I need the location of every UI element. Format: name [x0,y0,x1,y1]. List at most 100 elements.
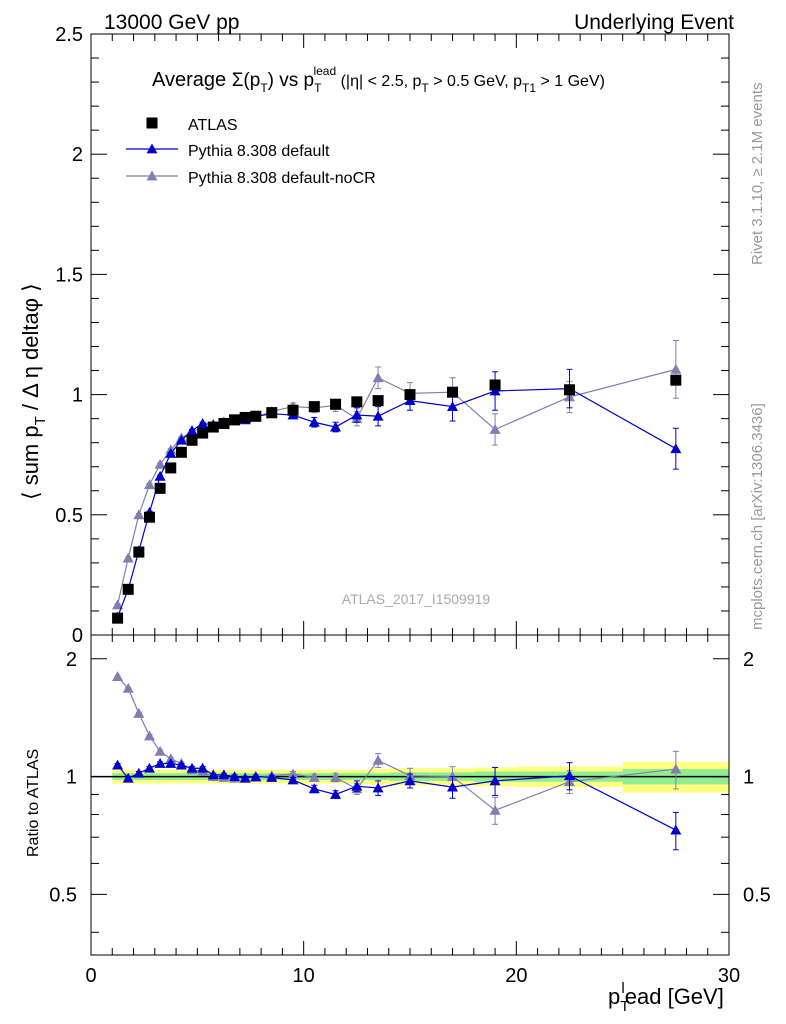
y-tick-label-right: 1 [743,767,754,789]
data-point [112,599,124,610]
main-ylabel: ⟨ sum pT / Δ η deltaφ ⟩ [18,283,49,500]
x-tick-label: 20 [505,965,527,987]
data-point [186,425,198,436]
data-point [143,511,155,523]
data-point [330,398,342,410]
data-point [133,767,145,778]
data-point [308,416,320,427]
data-point [447,781,459,792]
data-point [239,411,251,423]
data-point [122,552,134,563]
data-point [250,410,262,422]
header-right: Underlying Event [574,11,734,34]
data-point [287,768,299,779]
y-tick-label: 0 [72,625,83,647]
main-markers [112,340,682,624]
ratio-ticks: 0.5 0.51 12 20 10 20 30 [49,635,771,987]
data-point [670,374,682,386]
data-point [489,423,501,434]
data-point [165,447,177,458]
data-point [229,414,241,426]
data-point [175,434,187,445]
data-point [351,780,363,791]
data-point [266,771,278,782]
data-point [154,458,166,469]
data-point [186,434,198,446]
data-point [154,482,166,494]
data-point [143,730,155,741]
y-tick-label: 2 [72,144,83,166]
data-point [143,762,155,773]
data-point [218,417,230,429]
ratio-markers [112,671,682,851]
data-point [308,771,320,782]
data-point [330,771,342,782]
data-point [197,762,209,773]
main-frame [90,33,730,636]
data-point [670,763,682,774]
data-point [154,470,166,481]
data-point [372,754,384,765]
data-point [133,509,145,520]
y-tick-label: 2 [66,649,77,671]
data-point [250,771,262,781]
data-point [308,401,320,413]
data-point [197,427,209,439]
data-point [372,372,384,383]
data-point [207,421,219,433]
y-tick-label: 1.5 [55,264,83,286]
ratio-frame [90,634,730,956]
x-tick-label: 0 [85,965,96,987]
data-point [143,479,155,490]
data-point [122,682,134,693]
data-point [330,421,342,432]
data-point [489,804,501,815]
data-point [154,745,166,756]
series-line [116,368,676,606]
data-point [330,788,342,799]
legend: ATLAS Pythia 8.308 default Pythia 8.308 de… [126,117,376,187]
y-tick-label: 1 [66,767,77,789]
data-point [372,395,384,407]
data-point [186,762,198,773]
y-tick-label-right: 2 [743,649,754,671]
data-point [229,771,241,781]
y-tick-label: 0.5 [55,505,83,527]
data-point [372,410,384,421]
data-point [133,546,145,558]
xaxis-label: pTlead [GeV] [608,980,724,1015]
y-tick-label: 2.5 [55,24,83,46]
data-point [404,389,416,401]
data-point [175,446,187,458]
data-point [372,782,384,793]
data-point [670,443,682,454]
rivet-label: Rivet 3.1.10, ≥ 2.1M events [749,83,766,266]
data-point [287,774,299,785]
ratio-ylabel: Ratio to ATLAS [25,749,42,857]
x-tick-label: 30 [718,965,740,987]
data-point [218,769,230,780]
data-point [287,404,299,416]
data-point [112,759,124,770]
data-point [670,824,682,835]
series-line [117,676,676,811]
data-point [447,771,459,781]
data-point [670,363,682,374]
data-point [351,396,363,408]
y-tick-label-right: 0.5 [743,884,771,906]
y-tick-label: 1 [72,385,83,407]
x-tick-label: 10 [293,965,315,987]
legend-marker [146,143,158,154]
ratio-panel: 0.5 0.51 12 20 10 20 30 Ratio to ATLAS pTlead … [25,634,771,1015]
data-point [133,707,145,718]
mcplots-label: mcplots.cern.ch [arXiv:1306.3436] [749,403,766,630]
data-point [489,379,501,391]
data-point [165,462,177,474]
data-point [197,417,209,428]
data-point [266,407,278,419]
data-point [122,583,134,595]
data-point [308,783,320,794]
main-panel: 0 0.5 1 1.5 2 2.5 Average Σ(pT) vs pTlead (|η… [18,24,730,647]
legend-label: Pythia 8.308 default-noCR [188,170,376,187]
